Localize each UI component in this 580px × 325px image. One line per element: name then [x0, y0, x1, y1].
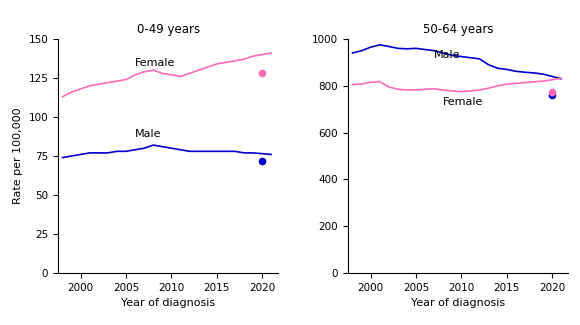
Text: Female: Female — [443, 97, 484, 107]
X-axis label: Year of diagnosis: Year of diagnosis — [411, 298, 505, 308]
Title: 50-64 years: 50-64 years — [423, 23, 494, 36]
Text: Male: Male — [135, 129, 162, 139]
Text: Male: Male — [434, 50, 461, 60]
X-axis label: Year of diagnosis: Year of diagnosis — [121, 298, 215, 308]
Text: Female: Female — [135, 58, 176, 68]
Title: 0-49 years: 0-49 years — [137, 23, 200, 36]
Y-axis label: Rate per 100,000: Rate per 100,000 — [13, 108, 23, 204]
